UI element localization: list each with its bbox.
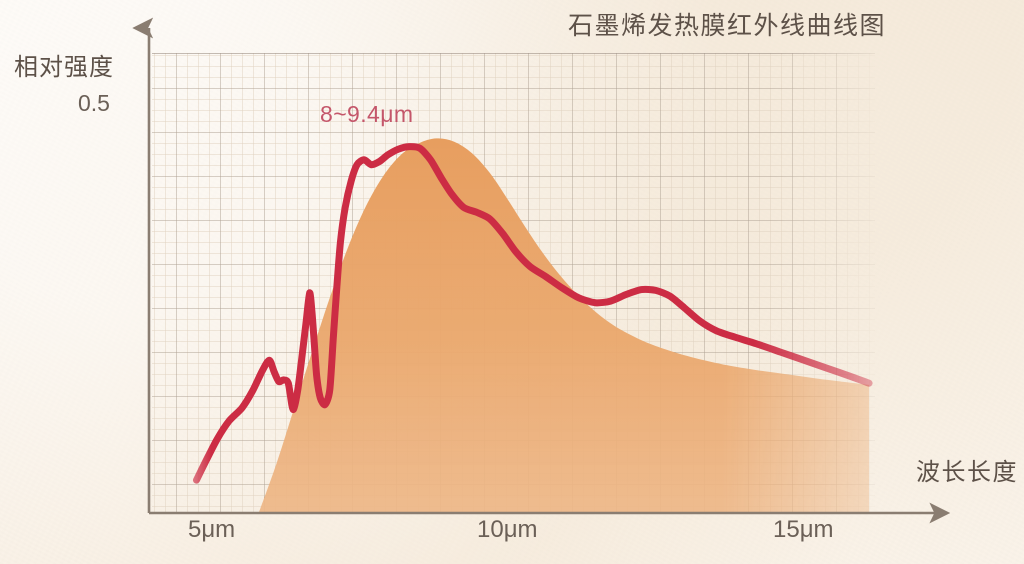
y-axis-tick-0-5: 0.5 <box>78 90 110 116</box>
ideal-blackbody-area <box>258 138 870 513</box>
chart-title: 石墨烯发热膜红外线曲线图 <box>568 11 887 40</box>
x-axis-tick-15um: 15μm <box>773 516 834 543</box>
measured-curve <box>192 143 873 484</box>
chart-axes <box>132 17 951 524</box>
x-axis-tick-10um: 10μm <box>477 516 538 543</box>
x-axis-tick-5um: 5μm <box>188 516 236 543</box>
y-axis-label: 相对强度 <box>14 53 114 81</box>
x-axis-label: 波长长度 <box>916 458 1018 486</box>
peak-band-annotation: 8~9.4μm <box>320 101 414 127</box>
